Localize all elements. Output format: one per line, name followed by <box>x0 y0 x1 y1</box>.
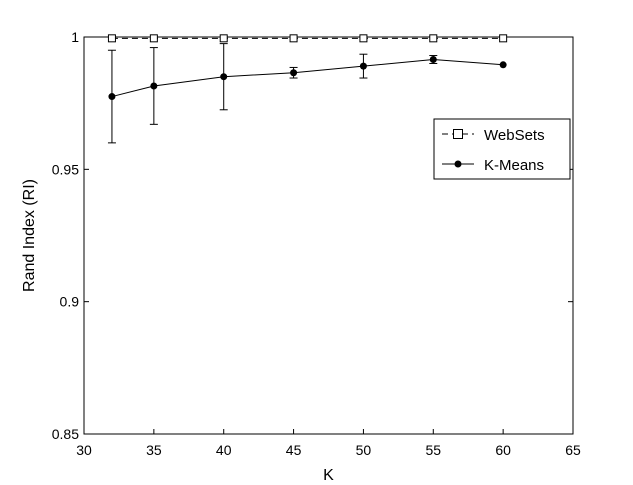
k-means-data-point <box>290 69 298 77</box>
x-tick-label: 60 <box>495 442 511 458</box>
x-tick-label: 45 <box>286 442 302 458</box>
x-tick-label: 50 <box>356 442 372 458</box>
k-means-data-point <box>108 93 116 101</box>
x-tick-label: 35 <box>146 442 162 458</box>
y-axis-label: Rand Index (RI) <box>21 179 38 292</box>
websets-data-point <box>149 34 158 43</box>
legend-websets-label: WebSets <box>484 127 545 144</box>
x-axis-label: K <box>323 467 334 484</box>
y-tick-label: 0.95 <box>52 161 79 177</box>
y-tick-label: 0.85 <box>52 426 79 442</box>
websets-data-point <box>289 34 298 43</box>
legend-websets-marker <box>453 129 463 139</box>
websets-data-point <box>499 34 508 43</box>
legend-kmeans-marker <box>454 160 462 168</box>
k-means-data-point <box>150 82 158 90</box>
k-means-data-point <box>429 55 437 63</box>
k-means-data-point <box>220 73 228 81</box>
legend-kmeans-label: K-Means <box>484 157 544 174</box>
y-tick-label: 0.9 <box>60 294 80 310</box>
websets-data-point <box>107 34 116 43</box>
websets-data-point <box>219 34 228 43</box>
x-tick-label: 40 <box>216 442 232 458</box>
x-tick-label: 55 <box>425 442 441 458</box>
series-layer <box>107 34 508 144</box>
plot-area <box>83 36 574 435</box>
websets-data-point <box>429 34 438 43</box>
k-means-data-point <box>359 62 367 70</box>
axis-ticks: 30 35 40 45 50 55 60 65 0.85 0.9 0.95 1 <box>52 29 581 458</box>
y-tick-label: 1 <box>71 29 79 45</box>
x-tick-label: 30 <box>76 442 92 458</box>
x-tick-label: 65 <box>565 442 581 458</box>
websets-data-point <box>359 34 368 43</box>
k-means-data-point <box>499 61 507 69</box>
legend: WebSets K-Means <box>433 118 571 180</box>
